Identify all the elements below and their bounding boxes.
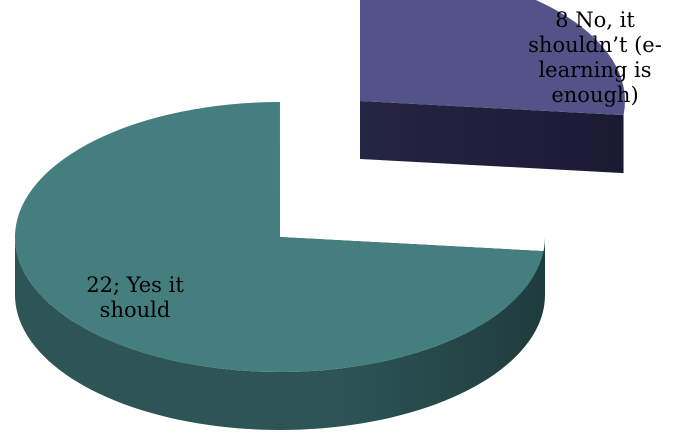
data-label-no-line: enough) xyxy=(551,83,639,107)
data-label-no-line: 8 No, it xyxy=(555,8,635,32)
data-label-yes-line: 22; Yes it xyxy=(86,273,184,297)
pie-top-no xyxy=(360,0,626,116)
data-label-no-line: learning is xyxy=(538,58,652,82)
pie-side-yes xyxy=(15,237,545,430)
data-label-no-line: shouldn’t (e- xyxy=(528,33,662,57)
data-label-yes-line: should xyxy=(99,298,171,322)
pie-slice-yes xyxy=(15,102,545,430)
pie-top-yes xyxy=(15,102,544,372)
pie-side-no xyxy=(360,101,624,174)
pie-slice-no xyxy=(360,0,626,174)
data-label-no: 8 No, it shouldn’t (e- learning is enoug… xyxy=(520,8,670,108)
data-label-yes: 22; Yes it should xyxy=(60,273,210,323)
